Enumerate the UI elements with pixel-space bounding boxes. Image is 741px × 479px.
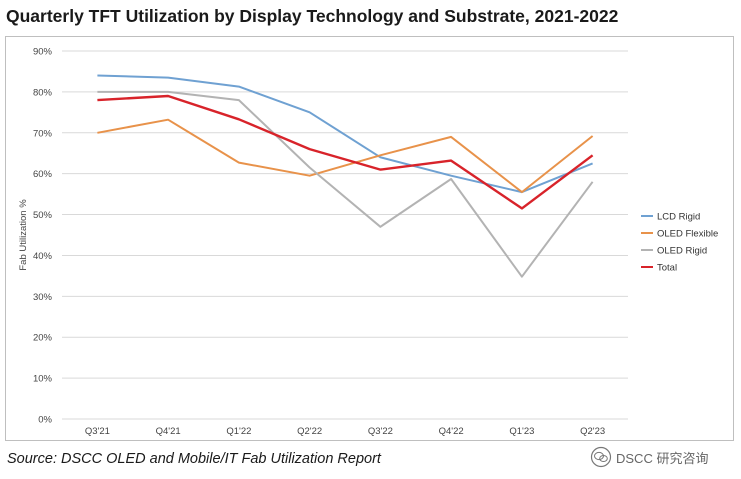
y-tick-label: 0%: [38, 415, 52, 426]
x-tick-label: Q2'23: [580, 426, 605, 437]
x-axis-ticks: Q3'21 Q4'21 Q1'22 Q2'22 Q3'22 Q4'22 Q1'23 Q2'23: [85, 426, 605, 437]
series-line-lcd-rigid: [97, 74, 593, 194]
chart-title: Quarterly TFT Utilization by Display Tec…: [6, 6, 619, 26]
y-tick-label: 60%: [33, 169, 53, 180]
source-note: Source: DSCC OLED and Mobile/IT Fab Util…: [7, 451, 381, 467]
series-line-oled-rigid: [97, 90, 594, 278]
x-tick-label: Q4'22: [439, 426, 464, 437]
wechat-icon: [590, 446, 612, 468]
y-tick-label: 40%: [33, 251, 53, 262]
y-axis-label: Fab Utilization %: [18, 199, 29, 271]
legend-label-oled-rigid: OLED Rigid: [657, 246, 707, 257]
x-tick-label: Q3'22: [368, 426, 393, 437]
y-tick-label: 70%: [33, 128, 53, 139]
x-tick-label: Q2'22: [297, 426, 322, 437]
legend: LCD Rigid OLED Flexible OLED Rigid Total: [641, 212, 718, 274]
y-tick-label: 30%: [33, 292, 53, 303]
y-axis-ticks: 0% 10% 20% 30% 40% 50% 60% 70% 80% 90%: [33, 47, 53, 426]
series-line-oled-flexible: [97, 118, 594, 194]
x-tick-label: Q1'22: [226, 426, 251, 437]
gridlines: [62, 50, 628, 420]
legend-label-lcd-rigid: LCD Rigid: [657, 212, 700, 223]
x-tick-label: Q1'23: [509, 426, 534, 437]
legend-label-total: Total: [657, 263, 677, 274]
legend-label-oled-flexible: OLED Flexible: [657, 229, 718, 240]
x-tick-label: Q3'21: [85, 426, 110, 437]
watermark-text: DSCC 研究咨询: [616, 450, 709, 466]
series-lines: [97, 74, 594, 278]
y-tick-label: 20%: [33, 333, 53, 344]
y-tick-label: 10%: [33, 374, 53, 385]
y-tick-label: 90%: [33, 47, 53, 58]
x-tick-label: Q4'21: [156, 426, 181, 437]
watermark: DSCC 研究咨询: [590, 446, 708, 468]
y-tick-label: 50%: [33, 210, 53, 221]
chart-frame: [5, 36, 734, 441]
series-line-total: [97, 94, 594, 210]
y-tick-label: 80%: [33, 87, 53, 98]
